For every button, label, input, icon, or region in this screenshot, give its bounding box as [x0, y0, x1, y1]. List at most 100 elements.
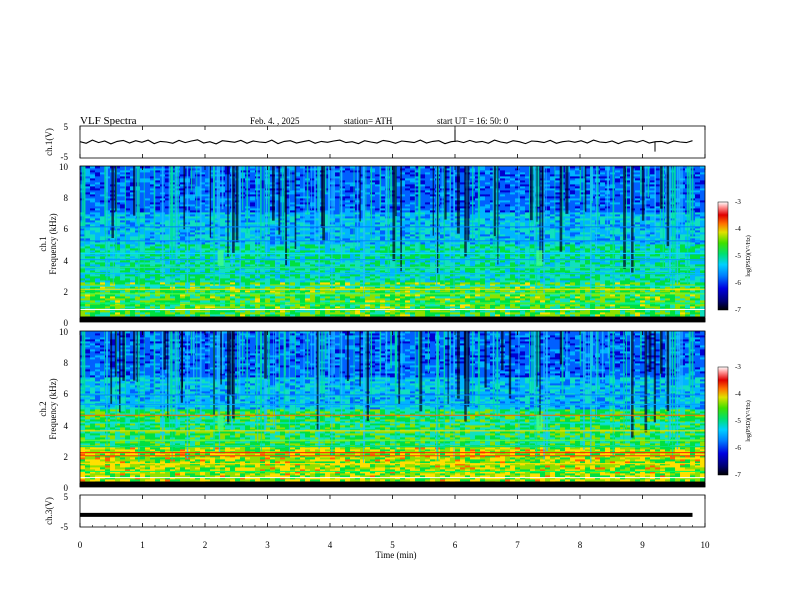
ch1-spec-cell — [175, 268, 181, 271]
ch1-spec-cell — [180, 314, 186, 317]
ch1-spec-cell — [120, 310, 126, 313]
ch1-spec-cell — [680, 268, 686, 271]
ch1-spec-cell — [350, 244, 356, 247]
ch1-spec-cell — [275, 248, 281, 251]
ch1-spec-cell — [295, 296, 301, 299]
ch1-spec-cell — [385, 314, 391, 317]
ch1-spec-cell — [285, 280, 291, 283]
ch1-spec-cell — [95, 312, 101, 315]
ch1-spec-cell — [210, 278, 216, 281]
ch1-spec-cell — [155, 256, 161, 259]
ch1-spec-cell — [110, 310, 116, 313]
ch1-spec-cell — [430, 268, 436, 271]
ch1-spec-cell — [655, 312, 661, 315]
ch1-spec-cell — [505, 280, 511, 283]
ch1-spec-cell — [450, 250, 456, 253]
ch1-spec-cell — [80, 276, 86, 279]
ch1-spec-cell — [190, 278, 196, 281]
ch1-spec-cell — [125, 256, 131, 259]
ch1-spec-cell — [355, 306, 361, 309]
ch1-spec-cell — [315, 270, 321, 273]
ch1-spec-cell — [120, 282, 126, 285]
ch1-spec-cell — [225, 276, 231, 279]
ch1-spec-cell — [665, 254, 671, 257]
ch1-spec-cell — [700, 314, 705, 317]
ch1-spec-cell — [505, 268, 511, 271]
ch1-spec-cell — [175, 306, 181, 309]
ch1-spec-cell — [375, 264, 381, 267]
ch1-spec-cell — [335, 246, 341, 249]
ch1-spec-cell — [80, 298, 86, 301]
ch1-spec-cell — [620, 262, 626, 265]
ch1-spec-cell — [660, 314, 666, 317]
ch1-spec-cell — [410, 312, 416, 315]
ch1-spec-cell — [405, 286, 411, 289]
ch1-spec-cell — [645, 254, 651, 257]
ch1-spec-cell — [460, 274, 466, 277]
ch1-spec-cell — [135, 300, 141, 303]
ch1-spec-cell — [690, 246, 696, 249]
ch1-spec-cell — [85, 260, 91, 263]
ch1-spec-cell — [590, 300, 596, 303]
ch1-spec-cell — [415, 286, 421, 289]
ch1-spec-cell — [395, 298, 401, 301]
ch1-spec-cell — [445, 270, 451, 273]
ch1-spec-cell — [340, 264, 346, 267]
ch1-spec-cell — [275, 298, 281, 301]
ch1-spec-cell — [250, 256, 256, 259]
ch1-spec-cell — [585, 270, 591, 273]
ch1-spec-cell — [455, 306, 461, 309]
ch1-spec-cell — [115, 306, 121, 309]
ch1-spec-cell — [500, 294, 506, 297]
ch1-spec-cell — [140, 274, 146, 277]
ch1-spec-cell — [275, 244, 281, 247]
ch1-spec-cell — [665, 286, 671, 289]
ch1-spec-cell — [625, 292, 631, 295]
ch1-spec-cell — [375, 280, 381, 283]
ch1-spec-cell — [420, 274, 426, 277]
ch1-spec-cell — [345, 290, 351, 293]
ch1-spec-cell — [340, 282, 346, 285]
ch1-spec-cell — [680, 256, 686, 259]
ch1-spec-cell — [355, 294, 361, 297]
ch1-spec-cell — [305, 256, 311, 259]
ch1-spec-cell — [625, 280, 631, 283]
ch1-spec-cell — [455, 260, 461, 263]
ch1-spec-cell — [445, 250, 451, 253]
ch1-spec-cell — [520, 254, 526, 257]
ch1-spec-cell — [370, 294, 376, 297]
ch1-spec-cell — [185, 306, 191, 309]
ch1-spec-cell — [225, 314, 231, 317]
ch1-spectrogram-image — [80, 166, 705, 322]
ch1-spec-cell — [535, 276, 541, 279]
ch1-spec-cell — [140, 312, 146, 315]
ch1-spec-cell — [595, 248, 601, 251]
ch1-spec-cell — [220, 304, 226, 307]
ch1-spec-cell — [225, 280, 231, 283]
ch1-spec-cell — [330, 250, 336, 253]
ch1-spec-cell — [135, 298, 141, 301]
ch1-spec-cell — [110, 298, 116, 301]
ch1-spec-cell — [310, 256, 316, 259]
ch1-spec-cell — [255, 314, 261, 317]
ch1-spec-cell — [370, 242, 376, 245]
ch1-spec-cell — [195, 250, 201, 253]
ch1-spec-cell — [245, 280, 251, 283]
ch1-spec-cell — [155, 254, 161, 257]
ch1-spec-cell — [690, 310, 696, 313]
ch1-spec-cell — [295, 254, 301, 257]
ch1-spec-cell — [445, 260, 451, 263]
ch1-spec-cell — [90, 294, 96, 297]
ch1-spec-cell — [650, 244, 656, 247]
ch1-spec-cell — [355, 298, 361, 301]
ch1-spec-cell — [535, 312, 541, 315]
ch1-spec-cell — [200, 256, 206, 259]
ch1-spec-cell — [555, 280, 561, 283]
ch1-spec-cell — [545, 264, 551, 267]
ch1-spec-cell — [245, 250, 251, 253]
ch1-spec-cell — [405, 300, 411, 303]
ch1-spec-cell — [330, 244, 336, 247]
ch1-spec-cell — [85, 312, 91, 315]
ch1-spec-cell — [460, 280, 466, 283]
ch1-spec-cell — [420, 314, 426, 317]
